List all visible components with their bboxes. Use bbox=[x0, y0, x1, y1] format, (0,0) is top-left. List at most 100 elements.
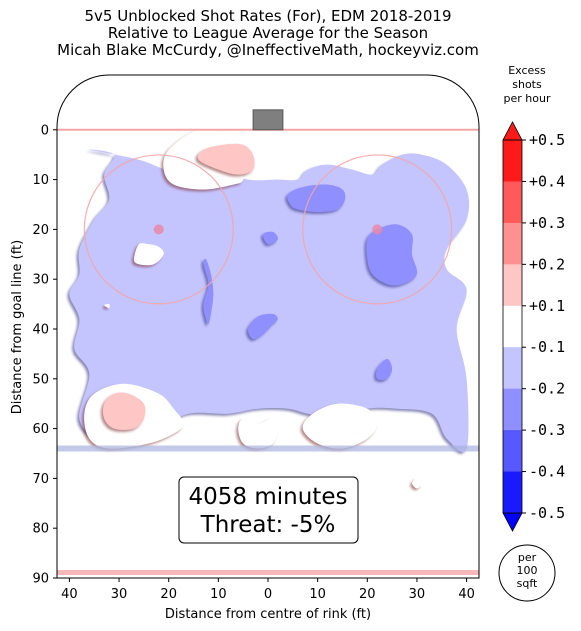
y-tick-label: 70 bbox=[32, 472, 49, 487]
contour-region-3 bbox=[245, 313, 278, 342]
contour-region-12 bbox=[132, 243, 164, 268]
unit-badge-line-2: 100 bbox=[517, 564, 538, 577]
contour-region-11 bbox=[300, 403, 378, 451]
contour-region-7 bbox=[260, 231, 279, 247]
colorbar-segment bbox=[503, 305, 522, 348]
colorbar-tick-label: +0.3 bbox=[529, 214, 565, 232]
contour-region-15 bbox=[195, 143, 255, 177]
colorbar-tick-label: -0.3 bbox=[529, 421, 565, 439]
y-tick-label: 90 bbox=[32, 572, 49, 587]
colorbar-title-1: Excess bbox=[508, 64, 546, 77]
title-line-1: 5v5 Unblocked Shot Rates (For), EDM 2018… bbox=[84, 7, 451, 25]
axes: 40 30 20 10 0 10 20 30 40 0 10 20 30 40 50 60 70 80 90 Dist… bbox=[10, 123, 475, 622]
faceoff-dot-2 bbox=[372, 224, 383, 235]
contour-fill bbox=[247, 313, 278, 340]
unit-badge-circle bbox=[498, 544, 556, 602]
contour-shadow bbox=[102, 305, 108, 311]
y-tick-label: 30 bbox=[32, 273, 49, 288]
contour-region-4 bbox=[285, 184, 346, 214]
contour-fill bbox=[376, 358, 393, 381]
colorbar-extend-top bbox=[502, 121, 523, 141]
colorbar-tick-label: -0.1 bbox=[529, 338, 565, 356]
y-tick-label: 20 bbox=[32, 223, 49, 238]
colorbar-tick-label: -0.4 bbox=[529, 463, 565, 481]
y-tick-label: 60 bbox=[32, 422, 49, 437]
contour-fill bbox=[104, 303, 110, 309]
contour-region-5 bbox=[364, 224, 418, 288]
contour-region-6 bbox=[374, 358, 393, 383]
contour-region-13 bbox=[102, 303, 110, 311]
contour-fill bbox=[287, 184, 346, 212]
annotation-minutes: 4058 minutes bbox=[189, 484, 348, 510]
contour-region-10 bbox=[236, 418, 278, 451]
x-tick-label: 10 bbox=[309, 587, 326, 602]
x-tick-label: 0 bbox=[264, 587, 272, 602]
colorbar-segment bbox=[503, 430, 522, 473]
y-tick-label: 0 bbox=[41, 123, 49, 138]
colorbar-extend-bottom bbox=[502, 512, 523, 532]
colorbar-tick-label: +0.2 bbox=[529, 255, 565, 273]
colorbar-title-2: shots bbox=[512, 78, 542, 91]
unit-badge-line-3: sqft bbox=[517, 577, 538, 590]
x-axis-label: Distance from centre of rink (ft) bbox=[165, 607, 371, 622]
y-tick-label: 10 bbox=[32, 173, 49, 188]
faceoff-circle-2 bbox=[302, 154, 453, 305]
x-tick-label: 10 bbox=[210, 587, 227, 602]
contour-region-1 bbox=[67, 149, 470, 454]
contour-fill bbox=[134, 243, 164, 266]
colorbar-segment bbox=[503, 388, 522, 431]
colorbar-segment bbox=[503, 347, 522, 390]
colorbar-tick-label: +0.1 bbox=[529, 297, 565, 315]
colorbar-frame bbox=[502, 139, 523, 514]
x-tick-label: 40 bbox=[61, 587, 78, 602]
faceoff-dot-1 bbox=[153, 224, 164, 235]
contour-fill bbox=[203, 258, 214, 325]
contour-fill bbox=[262, 231, 279, 245]
contour-region-2 bbox=[201, 258, 214, 327]
rink-clip-group bbox=[57, 128, 479, 576]
annotation-box bbox=[178, 476, 359, 544]
chart-title: 5v5 Unblocked Shot Rates (For), EDM 2018… bbox=[57, 7, 479, 59]
x-tick-label: 40 bbox=[458, 587, 475, 602]
annotation-threat: Threat: -5% bbox=[200, 512, 336, 538]
colorbar-segment bbox=[503, 264, 522, 307]
colorbar-tick-label: -0.2 bbox=[529, 380, 565, 398]
contour-fill bbox=[302, 403, 378, 449]
contour-fill bbox=[238, 418, 278, 449]
blue-line bbox=[57, 445, 479, 452]
contour-fill bbox=[197, 143, 255, 175]
colorbar-tick-label: +0.4 bbox=[529, 172, 565, 190]
colorbar-segment bbox=[503, 471, 522, 514]
y-tick-label: 50 bbox=[32, 372, 49, 387]
colorbar-tick-label: -0.5 bbox=[529, 504, 565, 522]
colorbar-title-3: per hour bbox=[504, 92, 551, 105]
y-tick-label: 40 bbox=[32, 322, 49, 337]
contour-region-14 bbox=[410, 478, 422, 491]
rink-outline bbox=[56, 74, 480, 579]
contour-region-16 bbox=[100, 392, 146, 432]
x-tick-label: 20 bbox=[160, 587, 177, 602]
contour-fill bbox=[412, 478, 422, 489]
unit-badge-line-1: per bbox=[518, 551, 537, 564]
goal-net bbox=[252, 109, 284, 131]
contour-fill bbox=[366, 224, 418, 286]
contour-fill bbox=[69, 149, 470, 452]
centre-line bbox=[57, 570, 479, 576]
colorbar-segment bbox=[503, 222, 522, 265]
contour-fill bbox=[102, 392, 146, 430]
x-tick-label: 30 bbox=[111, 587, 128, 602]
x-tick-label: 30 bbox=[409, 587, 426, 602]
y-axis-label: Distance from goal line (ft) bbox=[10, 240, 25, 414]
title-line-2: Relative to League Average for the Seaso… bbox=[108, 24, 428, 42]
colorbar-segment bbox=[503, 181, 522, 224]
colorbar-tick-label: +0.5 bbox=[529, 131, 565, 149]
y-tick-label: 80 bbox=[32, 522, 49, 537]
faceoff-circle-1 bbox=[83, 154, 234, 305]
x-tick-label: 20 bbox=[359, 587, 376, 602]
colorbar-segment bbox=[503, 140, 522, 182]
